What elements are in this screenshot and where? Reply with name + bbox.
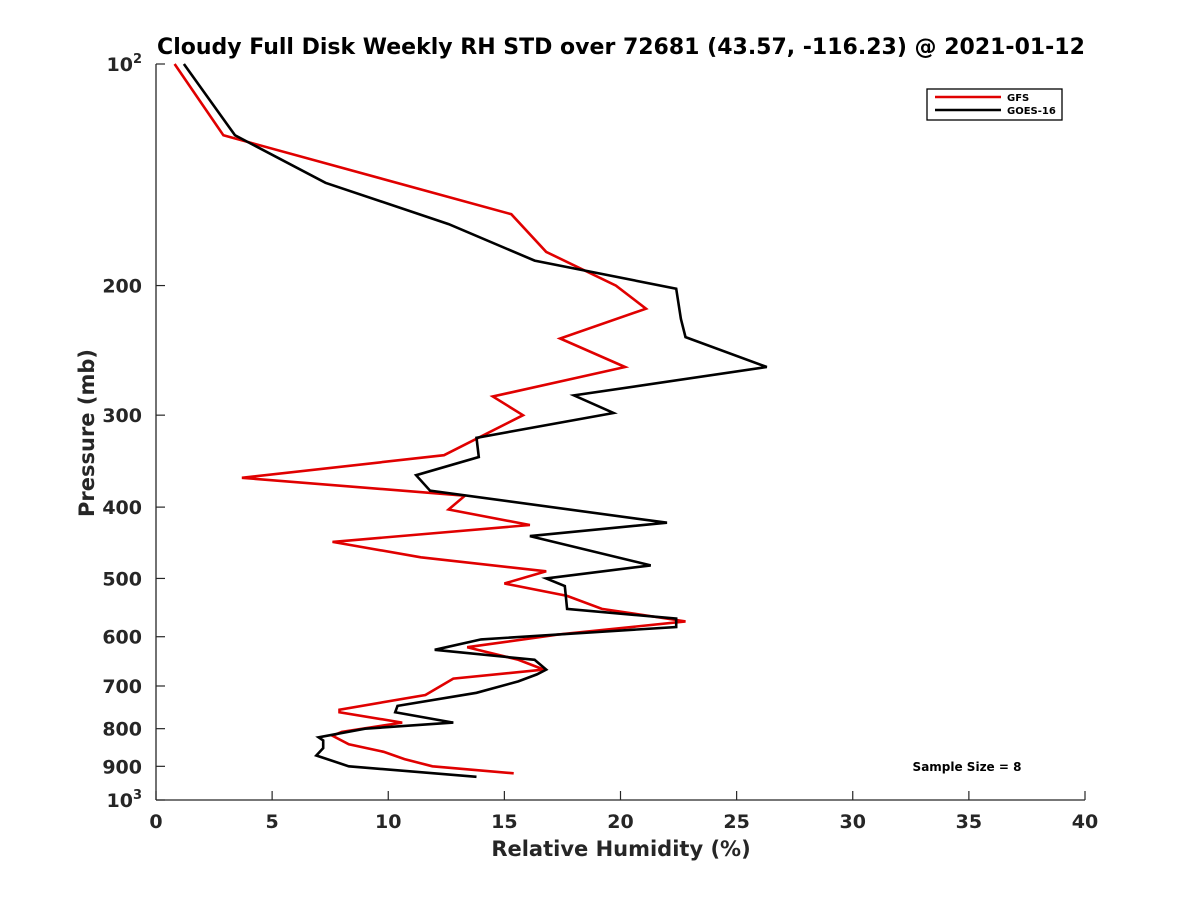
sample-size-annotation: Sample Size = 8	[913, 760, 1022, 774]
series-line-goes-16	[182, 63, 768, 779]
axes: 0 5 10 15 20 25 30 35 40 102 200 300 400 500 600 700 800…	[102, 52, 1098, 833]
x-tick-label: 20	[607, 811, 633, 833]
legend-box	[926, 88, 1063, 121]
y-tick-label: 200	[102, 276, 142, 298]
y-tick-label: 103	[107, 788, 143, 812]
chart-title: Cloudy Full Disk Weekly RH STD over 7268…	[157, 35, 1085, 60]
x-tick-label: 35	[956, 811, 982, 833]
y-tick-label: 900	[102, 756, 142, 778]
x-tick-label: 10	[375, 811, 401, 833]
y-tick-label: 400	[102, 497, 142, 519]
y-axis-label: Pressure (mb)	[75, 349, 99, 517]
x-tick-label: 40	[1072, 811, 1098, 833]
x-axis-label: Relative Humidity (%)	[491, 837, 750, 861]
y-tick-label: 600	[102, 627, 142, 649]
x-tick-label: 25	[723, 811, 749, 833]
x-tick-label: 5	[266, 811, 279, 833]
x-tick-label: 0	[149, 811, 162, 833]
y-tick-label: 102	[107, 52, 143, 76]
y-tick-label: 800	[102, 719, 142, 741]
legend-label-goes-16: GOES-16	[1007, 106, 1056, 117]
legend: GFS GOES-16	[926, 88, 1063, 121]
x-tick-label: 15	[491, 811, 517, 833]
legend-label-gfs: GFS	[1007, 93, 1029, 104]
y-tick-label: 300	[102, 405, 142, 427]
y-tick-label: 500	[102, 568, 142, 590]
plot-area	[173, 63, 768, 779]
x-tick-label: 30	[840, 811, 866, 833]
series-line-gfs	[173, 63, 686, 775]
y-tick-label: 700	[102, 676, 142, 698]
